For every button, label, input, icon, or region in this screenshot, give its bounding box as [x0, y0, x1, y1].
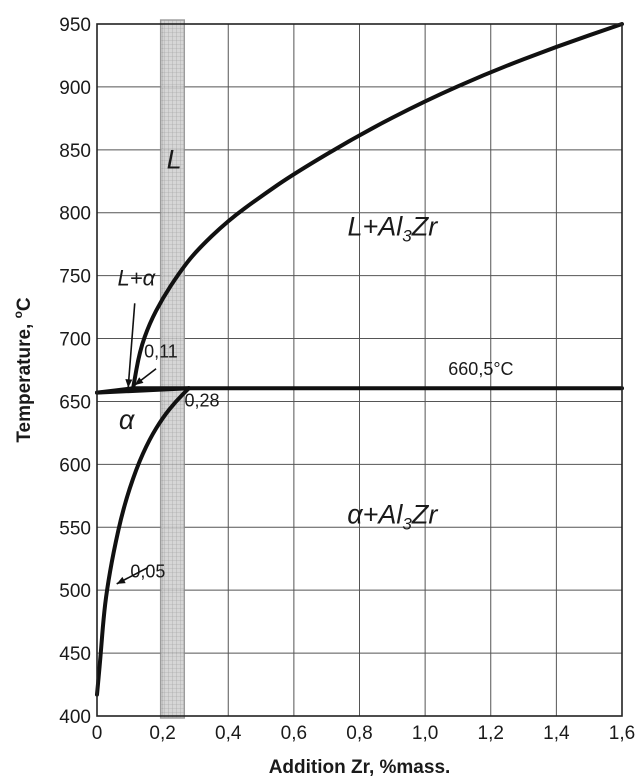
- arrow-l-alpha: [127, 303, 136, 388]
- y-tick-label: 450: [59, 644, 91, 665]
- y-tick-label: 750: [59, 267, 91, 288]
- x-tick-label: 1,0: [412, 723, 438, 744]
- x-tick-label: 0,2: [149, 723, 175, 744]
- x-axis-title: Addition Zr, %mass.: [269, 757, 451, 778]
- y-axis-title: Temperature, oC: [11, 297, 35, 443]
- region-label: L+α: [118, 266, 157, 291]
- axis-ticks: 0 0,2 0,4 0,6 0,8 1,0 1,2 1,4 1,6 400 450 500 550 600…: [59, 15, 635, 744]
- x-tick-label: 0,4: [215, 723, 242, 744]
- y-axis-title-degree: o: [11, 311, 25, 318]
- x-tick-label: 1,6: [609, 723, 635, 744]
- y-axis-title-unit: C: [14, 297, 35, 311]
- x-tick-label: 1,2: [478, 723, 504, 744]
- plot-frame: [96, 23, 623, 717]
- y-tick-label: 950: [59, 15, 91, 36]
- region-label: L: [167, 145, 182, 175]
- x-tick-label: 1,4: [543, 723, 570, 744]
- region-label: α+Al3Zr: [347, 499, 438, 533]
- highlight-band-group: [159, 19, 186, 719]
- arrow-l-alpha-head: [125, 379, 133, 388]
- y-axis-title-main: Temperature,: [14, 318, 35, 442]
- annotation-label: 660,5°C: [448, 359, 513, 379]
- y-tick-label: 850: [59, 141, 91, 162]
- y-tick-label: 900: [59, 78, 91, 99]
- annotation-label: 0,05: [130, 562, 165, 582]
- arrow-011-head: [134, 377, 144, 386]
- y-tick-label: 700: [59, 330, 91, 351]
- phase-boundaries: [95, 22, 624, 697]
- y-tick-label: 600: [59, 455, 91, 476]
- y-tick-label: 400: [59, 707, 91, 728]
- annotation-label: 0,28: [184, 390, 219, 410]
- region-label: α: [119, 405, 136, 435]
- curve-solvus: [95, 386, 191, 697]
- annotation-label: 0,11: [144, 341, 178, 361]
- region-labels: L L+Al3Zr α α+Al3Zr L+α 0,11 0,28 0,05 660,5°C: [116, 145, 514, 585]
- curve-liquidus-al3zr: [131, 22, 624, 391]
- highlight-band: [159, 19, 186, 719]
- region-label: L+Al3Zr: [347, 211, 438, 245]
- y-tick-label: 800: [59, 204, 91, 225]
- y-tick-label: 550: [59, 518, 91, 539]
- y-tick-label: 500: [59, 581, 91, 602]
- x-tick-label: 0,6: [281, 723, 307, 744]
- x-tick-label: 0: [92, 723, 103, 744]
- arrow-005-head: [116, 576, 126, 584]
- y-tick-label: 650: [59, 392, 91, 413]
- x-tick-label: 0,8: [346, 723, 372, 744]
